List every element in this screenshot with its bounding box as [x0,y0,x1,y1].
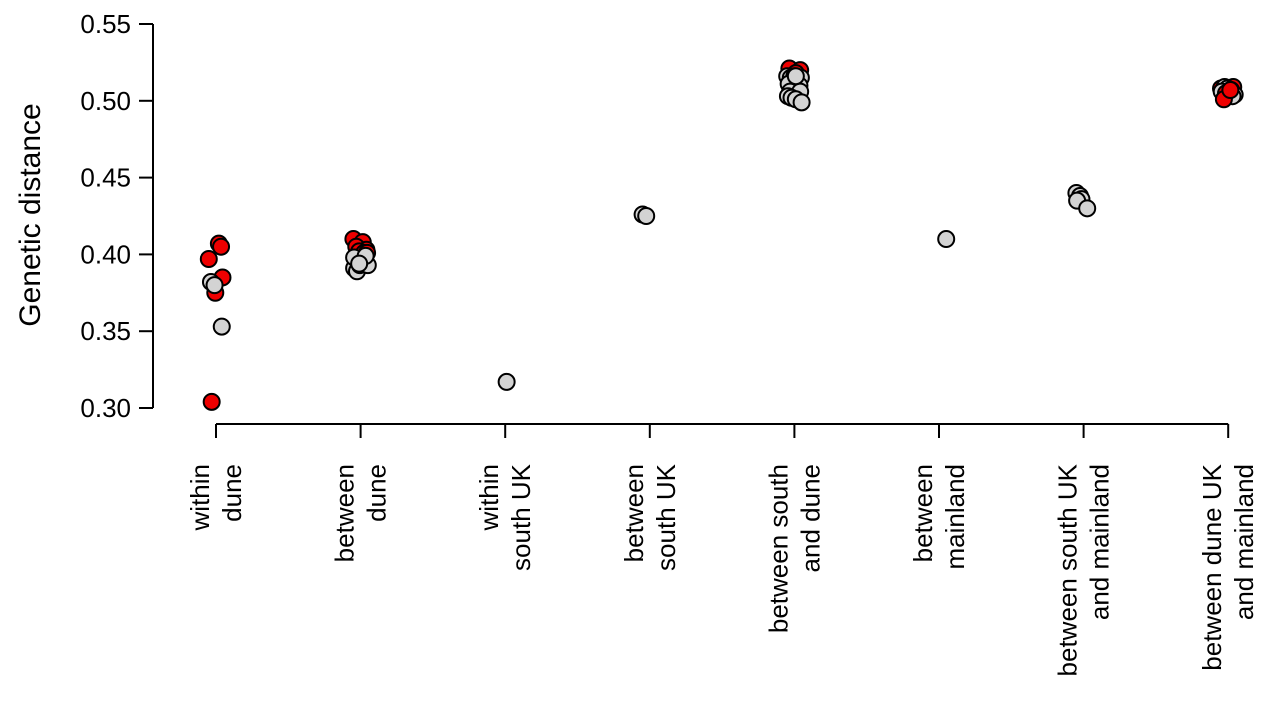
data-point [637,207,656,225]
x-tick-label: between south UK and mainland [1053,463,1115,676]
data-point [1221,81,1240,100]
data-point [937,230,956,249]
data-point [786,67,805,86]
data-point [350,254,369,273]
x-tick-label-line: south UK [506,463,536,571]
y-axis: 0.30 0.35 0.40 0.45 0.50 0.55 [80,9,154,423]
x-tick-label: between dune [330,464,392,562]
y-axis-label: Genetic distance [14,103,47,326]
x-tick-label-line: dune [217,464,247,522]
y-tick-label: 0.55 [80,9,131,39]
data-points [199,59,1244,411]
x-tick-label-line: and mainland [1229,464,1259,620]
x-tick-label-line: between south [763,464,793,633]
y-tick-label: 0.50 [80,86,131,116]
data-point [205,276,224,295]
x-tick-label-line: dune [362,464,392,522]
data-point [199,250,218,269]
x-tick-label-line: mainland [940,464,970,570]
x-tick-label: between south and dune [763,464,825,633]
y-tick-label: 0.40 [80,239,131,269]
y-tick-label: 0.35 [80,316,131,346]
x-tick-label-line: between dune UK [1197,463,1227,670]
x-tick-label-line: between [908,464,938,562]
x-axis: within dune between dune within south UK betwe… [185,423,1259,676]
x-tick-label: within south UK [474,463,536,571]
x-tick-label: between south UK [619,463,681,571]
data-point [212,237,231,256]
x-tick-label-line: between south UK [1053,463,1083,676]
data-point [202,392,221,411]
y-tick-label: 0.30 [80,393,131,423]
data-point [212,317,231,336]
x-tick-label-line: within [474,464,504,531]
x-tick-label: between dune UK and mainland [1197,463,1259,670]
data-point [792,93,811,112]
x-tick-label-line: between [330,464,360,562]
x-tick-label-line: and dune [795,464,825,572]
x-tick-label-line: between [619,464,649,562]
x-tick-label: within dune [185,464,247,531]
x-tick-label-line: and mainland [1085,464,1115,620]
y-tick-label: 0.45 [80,163,131,193]
data-point [1078,199,1097,218]
x-tick-label-line: south UK [651,463,681,571]
x-tick-label-line: within [185,464,215,531]
x-tick-label: between mainland [908,464,970,570]
data-point [497,372,516,391]
